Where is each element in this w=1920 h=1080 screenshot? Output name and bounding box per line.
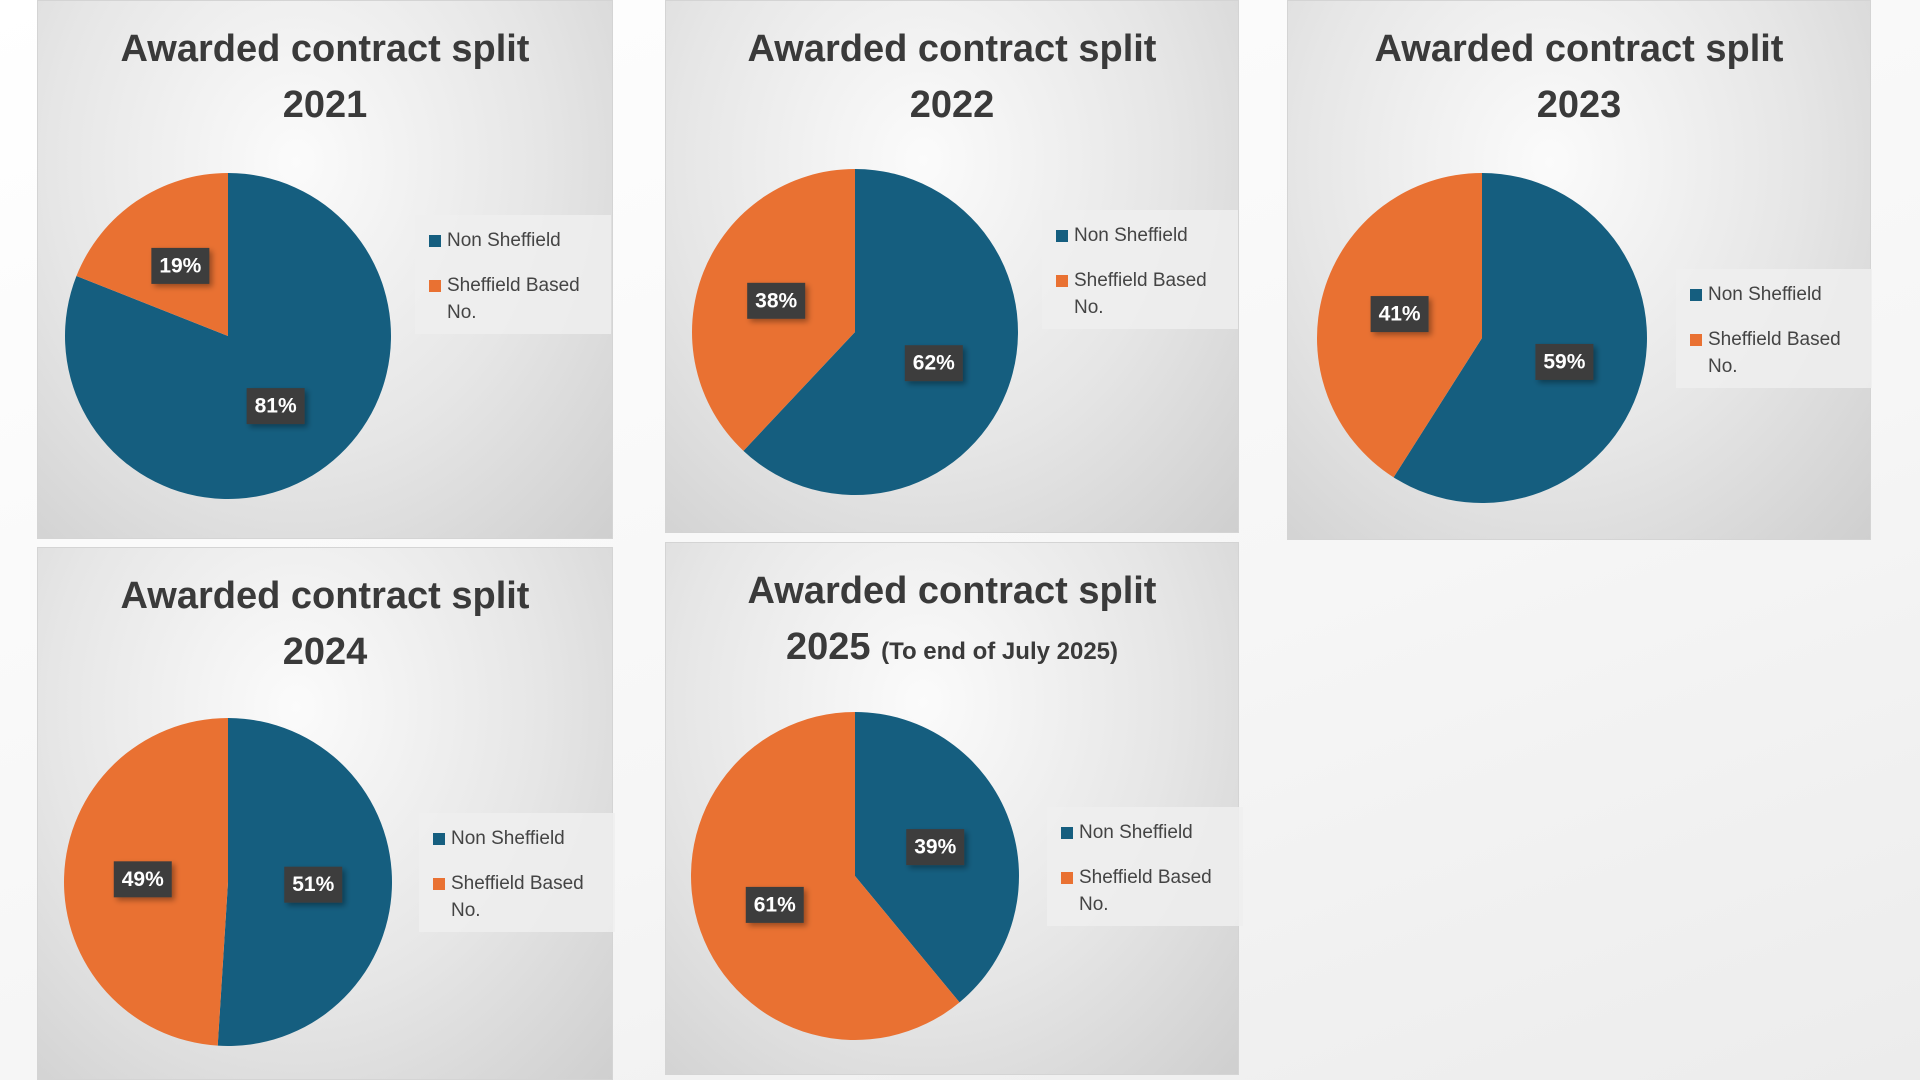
legend-label: Non Sheffield <box>1079 822 1193 843</box>
pie-slice <box>691 712 960 1040</box>
chart-title-block: Awarded contract split 2022 <box>707 21 1197 133</box>
pie <box>63 717 392 1046</box>
data-label-box <box>1535 343 1594 380</box>
chart-title: Awarded contract split 2022 <box>747 28 1157 126</box>
legend-entry: Non Sheffield <box>1061 819 1233 846</box>
chart-subtitle: (To end of July 2025) <box>881 638 1119 665</box>
legend-entry: Sheffield Based No. <box>1690 326 1862 380</box>
legend-label: Non Sheffield <box>447 230 561 251</box>
data-label: 61% <box>754 893 796 916</box>
legend-swatch <box>433 878 445 890</box>
pie <box>64 173 391 499</box>
legend-label: Sheffield Based No. <box>1079 867 1212 915</box>
chart-title-block: Awarded contract split 2025 (To end of J… <box>707 563 1197 680</box>
data-label: 39% <box>914 836 956 859</box>
data-label-box <box>284 866 343 903</box>
pie <box>1317 173 1648 504</box>
data-label: 62% <box>913 352 955 375</box>
legend-label: Non Sheffield <box>451 828 565 849</box>
legend-swatch <box>429 235 441 247</box>
legend-entry: Sheffield Based No. <box>429 272 601 326</box>
chart-title-block: Awarded contract split 2023 <box>1334 21 1824 133</box>
data-label-box <box>747 282 806 319</box>
legend-label: Non Sheffield <box>1708 284 1822 305</box>
data-label: 81% <box>255 395 297 418</box>
legend-label: Sheffield Based No. <box>1708 329 1841 377</box>
legend-label: Sheffield Based No. <box>451 873 584 921</box>
data-label: 49% <box>122 868 164 891</box>
legend: Non Sheffield Sheffield Based No. <box>419 813 615 932</box>
legend-entry: Sheffield Based No. <box>433 870 605 924</box>
chart-title: Awarded contract split 2025 <box>747 570 1157 668</box>
pie-slice <box>743 169 1018 496</box>
pie-slice <box>1393 173 1648 504</box>
data-label-box <box>151 247 210 284</box>
data-label-box <box>1370 296 1429 333</box>
chart-title-block: Awarded contract split 2024 <box>80 568 570 680</box>
legend-swatch <box>1056 230 1068 242</box>
legend: Non Sheffield Sheffield Based No. <box>1047 807 1243 926</box>
data-label-box <box>246 388 305 425</box>
data-label-box <box>745 886 804 923</box>
data-label: 38% <box>755 289 797 312</box>
legend-entry: Sheffield Based No. <box>1056 267 1228 321</box>
legend: Non Sheffield Sheffield Based No. <box>1676 269 1872 388</box>
data-label-box <box>904 345 963 382</box>
legend-label: Sheffield Based No. <box>1074 270 1207 318</box>
chart-title: Awarded contract split 2024 <box>120 575 530 673</box>
data-label: 59% <box>1543 350 1585 373</box>
chart-title: Awarded contract split 2023 <box>1374 28 1784 126</box>
legend-swatch <box>1056 275 1068 287</box>
data-label: 19% <box>159 254 201 277</box>
legend-swatch <box>429 280 441 292</box>
legend-swatch <box>1061 872 1073 884</box>
pie <box>691 169 1018 496</box>
data-label: 51% <box>292 873 334 896</box>
legend-entry: Sheffield Based No. <box>1061 864 1233 918</box>
data-label-box <box>906 829 965 866</box>
legend-entry: Non Sheffield <box>433 825 605 852</box>
legend-entry: Non Sheffield <box>1056 222 1228 249</box>
legend-label: Non Sheffield <box>1074 225 1188 246</box>
legend-swatch <box>433 833 445 845</box>
legend: Non Sheffield Sheffield Based No. <box>415 215 611 334</box>
legend-swatch <box>1690 289 1702 301</box>
legend-swatch <box>1690 334 1702 346</box>
chart-title-block: Awarded contract split 2021 <box>80 21 570 133</box>
chart-title: Awarded contract split 2021 <box>120 28 530 126</box>
legend-label: Sheffield Based No. <box>447 275 580 323</box>
legend-entry: Non Sheffield <box>429 227 601 254</box>
data-label-box <box>113 861 172 898</box>
legend-entry: Non Sheffield <box>1690 281 1862 308</box>
legend: Non Sheffield Sheffield Based No. <box>1042 210 1238 329</box>
legend-swatch <box>1061 827 1073 839</box>
pie <box>691 712 1019 1040</box>
data-label: 41% <box>1379 303 1421 326</box>
